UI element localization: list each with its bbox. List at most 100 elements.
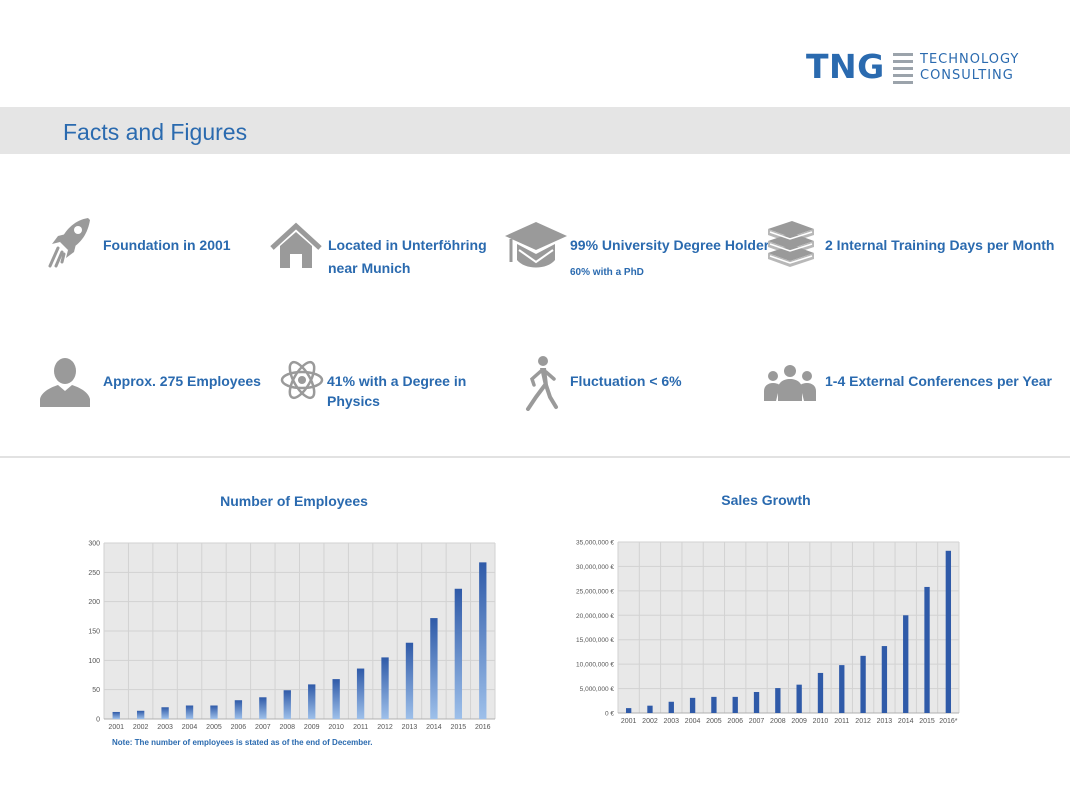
sales-xtick-label: 2003 (663, 718, 679, 725)
logo-line2: CONSULTING (920, 68, 1014, 83)
sales-xtick-label: 2005 (706, 718, 722, 725)
atom-icon (280, 360, 324, 400)
employees-ytick-label: 100 (88, 658, 100, 665)
sales-xtick-label: 2015 (919, 718, 935, 725)
employees-xtick-label: 2006 (231, 724, 247, 731)
sales-xtick-label: 2016* (939, 718, 958, 725)
employees-bar (185, 705, 194, 719)
section-divider (0, 456, 1070, 458)
sales-ytick-label: 35,000,000 € (576, 540, 614, 547)
person-icon (40, 358, 90, 407)
sales-xtick-label: 2007 (749, 718, 765, 725)
page-title: Facts and Figures (63, 119, 248, 145)
fact-physics-label-line2: Physics (327, 393, 380, 409)
fact-conferences-label: 1-4 External Conferences per Year (825, 373, 1052, 389)
employees-bar (308, 684, 316, 719)
sales-bar (881, 646, 888, 713)
employees-ytick-label: 300 (88, 541, 100, 548)
employees-bar (234, 700, 243, 719)
employees-bar (430, 618, 438, 719)
sales-bar (668, 701, 674, 713)
rocket-icon (48, 218, 90, 268)
sales-ytick-label: 30,000,000 € (576, 564, 614, 571)
employees-bar (161, 707, 169, 719)
sales-ytick-label: 5,000,000 € (580, 686, 615, 693)
sales-bar (647, 705, 653, 713)
employees-xtick-label: 2014 (426, 724, 442, 731)
employees-bar (454, 588, 463, 719)
walking-person-icon (526, 356, 558, 411)
sales-bar (924, 586, 930, 713)
employees-bar (112, 711, 120, 719)
employees-ytick-label: 250 (88, 570, 100, 577)
sales-bar (903, 615, 909, 713)
sales-bar (711, 696, 717, 713)
employees-ytick-label: 150 (88, 629, 100, 636)
employees-bar (259, 697, 267, 719)
sales-xtick-label: 2011 (834, 718, 849, 725)
house-icon (270, 222, 322, 268)
employees-xtick-label: 2005 (206, 724, 222, 731)
group-icon (764, 365, 816, 401)
employees-bar (332, 679, 340, 719)
sales-xtick-label: 2010 (813, 718, 829, 725)
fact-fluctuation-label: Fluctuation < 6% (570, 373, 682, 389)
sales-xtick-label: 2002 (642, 718, 658, 725)
fact-physics-label-line1: 41% with a Degree in (327, 373, 467, 389)
sales-xtick-label: 2013 (877, 718, 893, 725)
employees-xtick-label: 2016 (475, 724, 491, 731)
sales-bar (945, 550, 952, 713)
logo-bars-icon (893, 53, 913, 84)
sales-bar (839, 665, 845, 713)
sales-chart-title: Sales Growth (721, 492, 811, 508)
sales-xtick-label: 2014 (898, 718, 914, 725)
sales-ytick-label: 0 € (605, 711, 614, 718)
employees-ytick-label: 0 (96, 717, 100, 724)
sales-ytick-label: 25,000,000 € (576, 588, 614, 595)
sales-xtick-label: 2008 (770, 718, 786, 725)
sales-ytick-label: 15,000,000 € (576, 637, 614, 644)
books-icon (768, 221, 814, 267)
employees-bar (479, 562, 487, 719)
logo-line1: TECHNOLOGY (920, 52, 1020, 67)
fact-training-label: 2 Internal Training Days per Month (825, 237, 1055, 253)
employees-bar (136, 710, 145, 719)
sales-xtick-label: 2004 (685, 718, 701, 725)
employees-xtick-label: 2008 (279, 724, 295, 731)
employees-xtick-label: 2009 (304, 724, 320, 731)
sales-bar (732, 696, 738, 713)
employees-bar (381, 657, 389, 719)
employees-xtick-label: 2001 (108, 724, 124, 731)
employees-bar (356, 668, 365, 719)
employees-bar (405, 642, 414, 719)
logo-text: TECHNOLOGY CONSULTING (920, 52, 1019, 84)
employees-xtick-label: 2007 (255, 724, 271, 731)
sales-xtick-label: 2012 (855, 718, 871, 725)
sales-xtick-label: 2001 (621, 718, 637, 725)
employees-ytick-label: 50 (92, 687, 100, 694)
title-bar: Facts and Figures (0, 107, 1070, 154)
employees-xtick-label: 2013 (402, 724, 418, 731)
employees-xtick-label: 2015 (451, 724, 467, 731)
sales-bar (625, 708, 632, 713)
fact-foundation-label: Foundation in 2001 (103, 237, 231, 253)
tng-logo: TNG TECHNOLOGY CONSULTING (806, 47, 1020, 86)
employees-xtick-label: 2010 (328, 724, 344, 731)
employees-chart-title: Number of Employees (220, 493, 368, 509)
sales-xtick-label: 2009 (791, 718, 807, 725)
sales-bar (817, 672, 824, 713)
graduation-cap-icon (505, 222, 567, 268)
employees-chart-note: Note: The number of employees is stated … (112, 738, 373, 747)
fact-location-label-line1: Located in Unterföhring (328, 237, 487, 253)
sales-bar (775, 688, 781, 713)
fact-degree-sub: 60% with a PhD (570, 267, 644, 278)
logo-mark: TNG (806, 47, 885, 86)
fact-employees-label: Approx. 275 Employees (103, 373, 261, 389)
employees-xtick-label: 2012 (377, 724, 393, 731)
employees-xtick-label: 2002 (133, 724, 149, 731)
employees-bar (283, 690, 291, 719)
employees-xtick-label: 2003 (157, 724, 173, 731)
employees-xtick-label: 2004 (182, 724, 198, 731)
employees-bar (210, 705, 218, 719)
